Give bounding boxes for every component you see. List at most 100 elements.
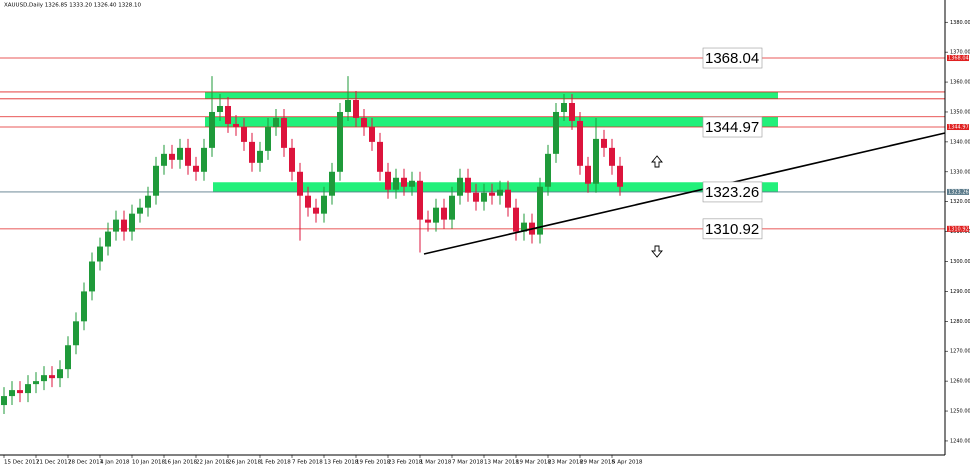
- price-tag: [947, 124, 969, 131]
- level-box: [702, 181, 763, 203]
- candle-body: [473, 192, 479, 202]
- candle-body: [129, 213, 135, 232]
- zones: [205, 91, 778, 193]
- x-tick-label: 5 Apr 2018: [612, 460, 643, 466]
- candle-body: [201, 147, 207, 172]
- candle-body: [257, 150, 263, 163]
- candle-body: [25, 384, 31, 394]
- candle-body: [81, 291, 87, 322]
- candle-body: [361, 117, 367, 127]
- candle-body: [297, 171, 303, 196]
- candle-body: [609, 147, 615, 166]
- zone: [205, 91, 778, 99]
- x-tick-label: 7 Feb 2018: [292, 460, 323, 466]
- y-tick-label: 1380.00: [950, 20, 970, 26]
- candle-body: [177, 147, 183, 160]
- price-tag: [947, 225, 969, 232]
- x-tick-label: 7 Mar 2018: [452, 460, 484, 466]
- candle-body: [145, 195, 151, 208]
- candle-body: [537, 186, 543, 235]
- x-tick-label: 21 Dec 2017: [36, 460, 72, 466]
- candle-body: [425, 219, 431, 223]
- level-box: [702, 47, 763, 69]
- candle-body: [449, 195, 455, 220]
- level-labels: 1368.04 1344.97 1323.26 1310.92: [702, 47, 763, 240]
- candle-body: [505, 189, 511, 208]
- y-tick-label: 1370.00: [950, 50, 970, 56]
- level-label: 1344.97: [705, 119, 759, 136]
- x-tick-label: 15 Dec 2017: [4, 460, 40, 466]
- y-tick-label: 1260.00: [950, 379, 970, 385]
- x-tick-label: 26 Jan 2018: [228, 460, 261, 466]
- candle-body: [265, 126, 271, 151]
- candle-body: [65, 345, 71, 370]
- candle-body: [497, 189, 503, 196]
- candle-body: [313, 207, 319, 214]
- y-tick-label: 1270.00: [950, 349, 970, 355]
- candle-body: [209, 111, 215, 148]
- trend-line: [423, 132, 946, 255]
- price-tag-label: 1323.26: [948, 189, 969, 195]
- candle-body: [137, 207, 143, 214]
- candle-body: [41, 375, 47, 382]
- candle-body: [369, 126, 375, 142]
- candle-body: [489, 192, 495, 196]
- candle-body: [185, 147, 191, 166]
- axis: 1240.00 1250.00 1260.00 1270.00 1280.00 1290.…: [3, 20, 970, 466]
- x-tick-label: 23 Mar 2018: [548, 460, 583, 466]
- candle-body: [1, 396, 7, 406]
- price-tag: [947, 188, 969, 195]
- candle-body: [289, 147, 295, 172]
- candle-body: [9, 390, 15, 397]
- candle-body: [321, 195, 327, 214]
- y-tick-label: 1330.00: [950, 169, 970, 175]
- x-tick-label: 29 Mar 2018: [580, 460, 615, 466]
- y-tick-label: 1290.00: [950, 289, 970, 295]
- x-tick-label: 22 Jan 2018: [196, 460, 229, 466]
- level-box: [702, 116, 763, 138]
- candle-body: [465, 177, 471, 193]
- price-tag-label: 1368.04: [948, 56, 969, 62]
- candle-body: [121, 219, 127, 232]
- candle-body: [353, 100, 359, 118]
- level-label: 1323.26: [705, 184, 759, 201]
- y-tick-label: 1360.00: [950, 80, 970, 86]
- candle-body: [249, 141, 255, 163]
- candle-body: [481, 192, 487, 202]
- candle-body: [153, 165, 159, 196]
- candle-body: [233, 123, 239, 127]
- candle-body: [113, 219, 119, 232]
- candle-body: [561, 103, 567, 112]
- candle-body: [433, 207, 439, 223]
- candle-body: [585, 165, 591, 184]
- y-tick-label: 1340.00: [950, 139, 970, 145]
- x-tick-label: 1 Mar 2018: [420, 460, 452, 466]
- candle-body: [89, 261, 95, 292]
- up-arrow: [651, 155, 663, 168]
- y-tick-label: 1240.00: [950, 438, 970, 444]
- candle-body: [377, 141, 383, 172]
- level-label: 1368.04: [705, 50, 759, 67]
- candle-body: [193, 165, 199, 172]
- y-tick-label: 1350.00: [950, 109, 970, 115]
- candle-body: [57, 369, 63, 379]
- price-tag-label: 1344.97: [948, 125, 969, 131]
- candle-body: [105, 231, 111, 247]
- level-label: 1310.92: [705, 221, 759, 238]
- candle-body: [73, 321, 79, 346]
- candle-body: [329, 171, 335, 196]
- candle-body: [569, 103, 575, 121]
- candle-body: [553, 111, 559, 154]
- candle-body: [577, 120, 583, 166]
- x-tick-label: 13 Feb 2018: [324, 460, 359, 466]
- candle-body: [241, 126, 247, 142]
- candle-body: [33, 381, 39, 385]
- x-tick-label: 1 Feb 2018: [260, 460, 291, 466]
- x-tick-label: 13 Mar 2018: [484, 460, 519, 466]
- candle-body: [225, 105, 231, 124]
- candle-body: [97, 246, 103, 262]
- candle-body: [161, 153, 167, 166]
- candle-body: [169, 153, 175, 160]
